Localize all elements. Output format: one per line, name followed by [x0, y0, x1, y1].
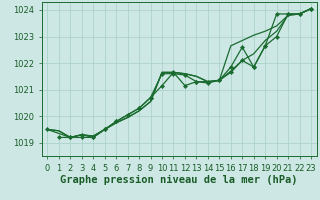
X-axis label: Graphe pression niveau de la mer (hPa): Graphe pression niveau de la mer (hPa): [60, 175, 298, 185]
